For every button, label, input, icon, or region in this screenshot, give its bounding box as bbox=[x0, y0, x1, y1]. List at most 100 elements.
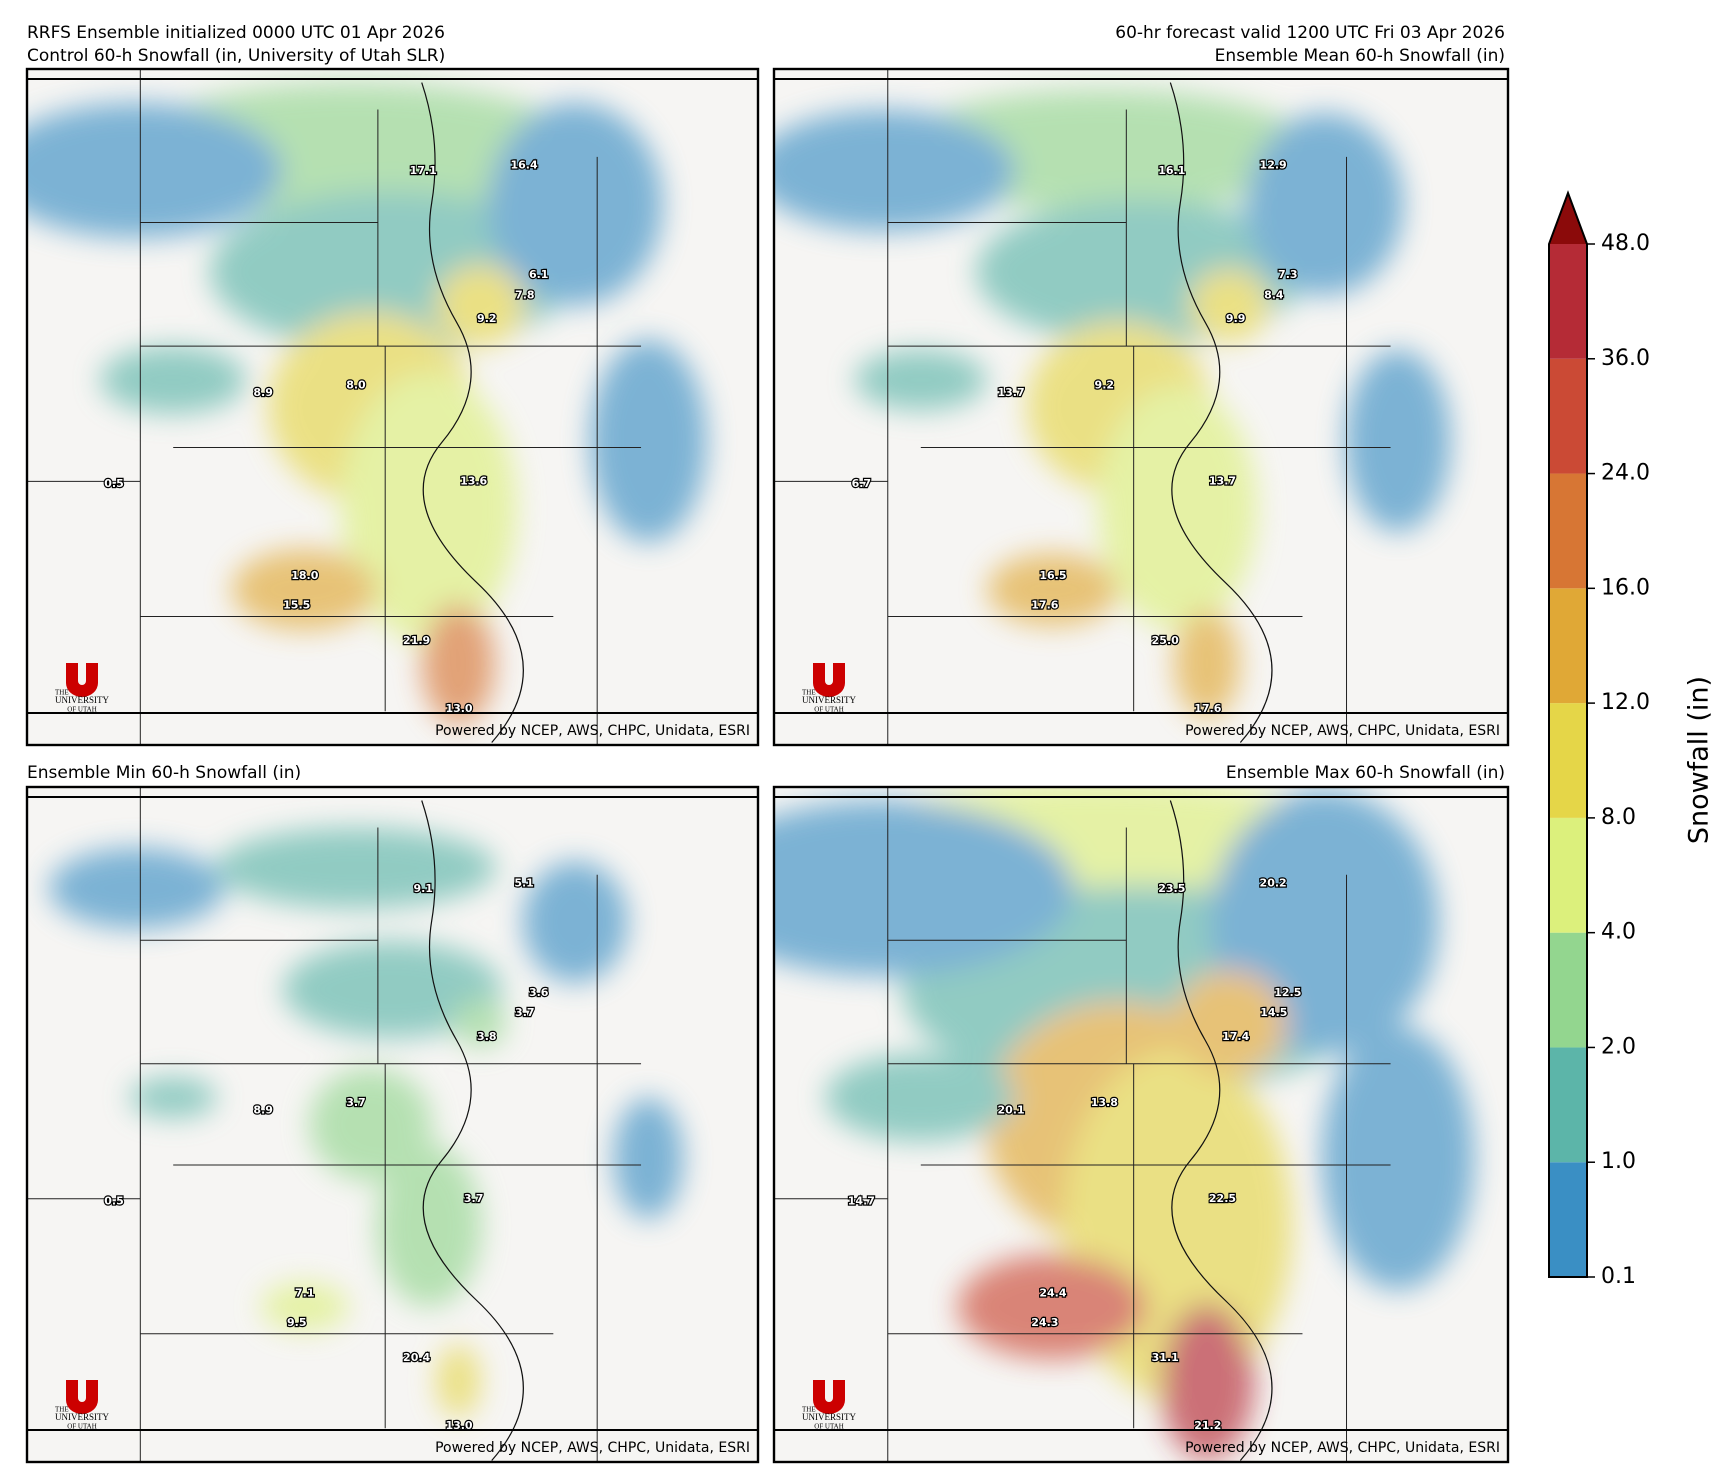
station-value: 9.9 bbox=[1226, 312, 1246, 325]
logo-u bbox=[813, 663, 845, 697]
station-value: 16.5 bbox=[1039, 569, 1066, 582]
map-panel: 16.1 12.9 7.3 8.4 9.9 13.7 9.2 6.7 13.7 16.5 17.6 2… bbox=[772, 67, 1510, 747]
colorbar-tick-label: 2.0 bbox=[1601, 1034, 1636, 1059]
station-value: 24.4 bbox=[1039, 1286, 1066, 1299]
logo-text: OF UTAH bbox=[814, 706, 844, 714]
panel-frame bbox=[25, 67, 760, 747]
station-value: 13.6 bbox=[460, 474, 487, 487]
station-value: 6.1 bbox=[529, 268, 549, 281]
panel-title: Ensemble Min 60-h Snowfall (in) bbox=[27, 763, 301, 783]
logo-u bbox=[66, 663, 98, 697]
station-value: 3.6 bbox=[529, 986, 549, 999]
credits: Powered by NCEP, AWS, CHPC, Unidata, ESR… bbox=[435, 723, 750, 739]
snow-area bbox=[522, 861, 628, 983]
snow-area bbox=[774, 800, 1075, 976]
snow-area bbox=[231, 548, 378, 631]
logo-text: OF UTAH bbox=[67, 706, 97, 714]
credits: Powered by NCEP, AWS, CHPC, Unidata, ESR… bbox=[1185, 1440, 1500, 1456]
station-value: 7.8 bbox=[515, 288, 535, 301]
station-value: 17.6 bbox=[1194, 702, 1221, 715]
station-value: 24.3 bbox=[1031, 1316, 1058, 1329]
snow-area bbox=[1245, 112, 1404, 296]
station-value: 3.7 bbox=[346, 1096, 366, 1109]
colorbar-bin bbox=[1549, 588, 1587, 704]
station-value: 13.7 bbox=[1209, 474, 1236, 487]
snow-area bbox=[1098, 386, 1257, 631]
station-value: 0.5 bbox=[104, 1194, 124, 1207]
map-panel: 23.5 20.2 12.5 14.5 17.4 20.1 13.8 14.7 22.5 24.4… bbox=[772, 785, 1510, 1464]
station-value: 15.5 bbox=[283, 599, 310, 612]
snow-area bbox=[453, 998, 507, 1048]
colorbar-tick-label: 12.0 bbox=[1601, 690, 1650, 715]
logo-text: UNIVERSITY bbox=[55, 1412, 109, 1422]
colorbar-tick-label: 36.0 bbox=[1601, 346, 1650, 371]
snow-area bbox=[589, 339, 707, 543]
snow-area bbox=[1174, 609, 1241, 719]
station-value: 12.9 bbox=[1260, 159, 1287, 172]
station-value: 22.5 bbox=[1209, 1192, 1236, 1205]
station-value: 13.8 bbox=[1091, 1096, 1118, 1109]
logo-text: THE bbox=[802, 1406, 816, 1414]
station-value: 20.2 bbox=[1260, 877, 1287, 890]
snow-area bbox=[1189, 269, 1269, 343]
colorbar-tick-label: 0.1 bbox=[1601, 1264, 1636, 1289]
snow-area bbox=[100, 346, 247, 414]
station-value: 3.8 bbox=[477, 1030, 497, 1043]
logo-text: OF UTAH bbox=[67, 1423, 97, 1431]
colorbar-bin bbox=[1549, 358, 1587, 474]
station-value: 3.7 bbox=[464, 1192, 484, 1205]
station-value: 21.9 bbox=[403, 634, 430, 647]
colorbar-bin bbox=[1549, 1162, 1587, 1277]
logo-text: THE bbox=[55, 689, 69, 697]
station-value: 13.0 bbox=[445, 1419, 472, 1432]
station-value: 14.5 bbox=[1260, 1006, 1287, 1019]
colorbar-bin bbox=[1549, 817, 1587, 933]
river bbox=[1169, 82, 1273, 743]
snow-area bbox=[1345, 349, 1451, 533]
snow-area bbox=[986, 553, 1119, 627]
station-value: 6.7 bbox=[852, 477, 872, 490]
colorbar-bin bbox=[1549, 473, 1587, 589]
station-value: 17.4 bbox=[1222, 1030, 1249, 1043]
panel-frame bbox=[25, 785, 760, 1464]
station-value: 21.2 bbox=[1194, 1419, 1221, 1432]
station-value: 0.5 bbox=[104, 477, 124, 490]
logo-text: OF UTAH bbox=[814, 1423, 844, 1431]
logo-text: THE bbox=[55, 1406, 69, 1414]
snow-shading bbox=[774, 787, 1475, 1460]
snow-area bbox=[436, 1344, 481, 1418]
snow-area bbox=[129, 1077, 218, 1118]
snow-area bbox=[854, 349, 987, 411]
station-value: 23.5 bbox=[1158, 882, 1185, 895]
station-value: 7.3 bbox=[1278, 268, 1298, 281]
river bbox=[1169, 800, 1273, 1461]
colorbar-tick-label: 48.0 bbox=[1601, 231, 1650, 256]
snow-area bbox=[48, 847, 225, 929]
snow-area bbox=[957, 1254, 1149, 1360]
station-value: 25.0 bbox=[1152, 634, 1179, 647]
panel-title: Control 60-h Snowfall (in, University of… bbox=[27, 46, 445, 66]
snow-area bbox=[613, 1097, 684, 1219]
station-value: 3.7 bbox=[515, 1006, 535, 1019]
logo-text: UNIVERSITY bbox=[802, 1412, 856, 1422]
snow-area bbox=[260, 1282, 349, 1332]
station-value: 16.4 bbox=[511, 159, 538, 172]
station-value: 13.7 bbox=[998, 386, 1025, 399]
panel-title: Ensemble Max 60-h Snowfall (in) bbox=[1226, 763, 1505, 783]
colorbar-bin bbox=[1549, 1047, 1587, 1163]
colorbar-bin bbox=[1549, 703, 1587, 818]
river bbox=[421, 800, 524, 1461]
snow-shading bbox=[48, 827, 684, 1418]
colorbar-extend bbox=[1549, 193, 1587, 244]
station-value: 14.7 bbox=[848, 1194, 875, 1207]
logo-text: THE bbox=[802, 689, 816, 697]
station-value: 17.1 bbox=[410, 164, 437, 177]
logo-u bbox=[66, 1380, 98, 1414]
logo-u bbox=[813, 1380, 845, 1414]
colorbar-tick-label: 4.0 bbox=[1601, 920, 1636, 945]
map-panel: 17.1 16.4 6.1 7.8 9.2 8.9 8.0 0.5 13.6 18.0 15.5 21… bbox=[25, 67, 760, 747]
river bbox=[421, 82, 524, 743]
panel-frame bbox=[772, 785, 1510, 1464]
station-value: 18.0 bbox=[291, 569, 318, 582]
logo-text: UNIVERSITY bbox=[55, 695, 109, 705]
